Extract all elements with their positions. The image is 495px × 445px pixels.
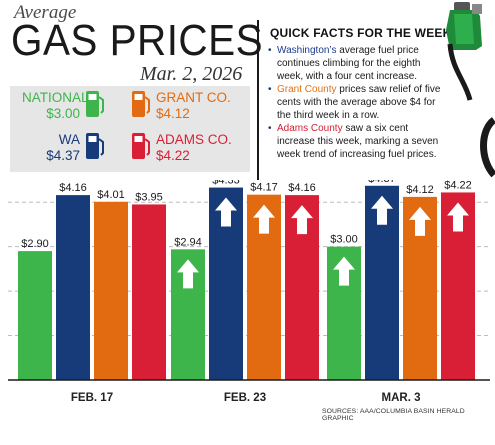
fact-item-grant: • Grant County prices saw relief of five…: [268, 83, 448, 122]
bar-grant: [94, 201, 128, 380]
gas-pump-icon: [132, 133, 150, 159]
gas-pump-icon: [86, 133, 104, 159]
bar-wa: [56, 195, 90, 380]
up-arrow-icon: [447, 202, 469, 232]
bar-value-label: $4.12: [406, 184, 434, 196]
legend-grant-price: $4.12: [156, 106, 190, 121]
fact-text-adams: saw a six cent increase this week, marki…: [277, 123, 439, 160]
up-arrow-icon: [409, 206, 431, 236]
legend-adams-price: $4.22: [156, 148, 190, 163]
x-tick-label: FEB. 17: [71, 392, 113, 404]
bar-value-label: $4.37: [368, 180, 396, 185]
bar-value-label: $4.01: [97, 189, 125, 201]
bar-value-label: $3.95: [135, 191, 163, 203]
bar-value-label: $4.16: [59, 182, 87, 194]
gas-pump-icon: [86, 91, 104, 117]
bar-value-label: $4.22: [444, 180, 472, 191]
source-credit: SOURCES: AAA/COLUMBIA BASIN HERALD GRAPH…: [322, 408, 465, 422]
bar-value-label: $4.16: [288, 182, 316, 194]
legend-adams-name: ADAMS CO.: [156, 132, 232, 147]
fact-key-adams: Adams County: [277, 123, 343, 134]
page-title: GAS PRICES: [11, 16, 264, 65]
bullet-icon: •: [268, 123, 272, 134]
bar-value-label: $2.94: [174, 236, 202, 248]
up-arrow-icon: [253, 204, 275, 234]
up-arrow-icon: [291, 205, 313, 235]
legend-adams: ADAMS CO. $4.22: [156, 132, 232, 164]
up-arrow-icon: [333, 256, 355, 286]
up-arrow-icon: [177, 259, 199, 289]
fact-item-wa: • Washington’s average fuel price contin…: [268, 44, 448, 83]
legend-national-price: $3.00: [46, 106, 80, 121]
legend-box: NATIONAL $3.00 GRANT CO. $4.12 WA $4.37 …: [10, 86, 250, 172]
up-arrow-icon: [215, 197, 237, 227]
gas-pump-icon: [132, 91, 150, 117]
bullet-icon: •: [268, 45, 272, 56]
bar-national: [18, 251, 52, 380]
x-tick-label: MAR. 3: [382, 392, 421, 404]
legend-grant-name: GRANT CO.: [156, 90, 231, 105]
bar-chart: $2.90 $4.16 $4.01 $3.95 FEB. 17 $2.94 $4.33 $4.…: [8, 180, 490, 404]
bar-adams: [132, 204, 166, 380]
bar-value-label: $4.17: [250, 182, 278, 194]
legend-wa-price: $4.37: [46, 148, 80, 163]
fuel-nozzle-icon: [446, 2, 495, 178]
x-tick-label: FEB. 23: [224, 392, 266, 404]
fact-key-grant: Grant County: [277, 84, 337, 95]
legend-grant: GRANT CO. $4.12: [156, 90, 231, 122]
bar-value-label: $2.90: [21, 238, 49, 250]
fact-key-wa: Washington’s: [277, 45, 337, 56]
legend-wa-name: WA: [58, 132, 80, 147]
bar-value-label: $3.00: [330, 234, 358, 246]
fact-text-wa: average fuel price continues climbing fo…: [277, 45, 421, 82]
legend-national: NATIONAL $3.00: [22, 90, 89, 122]
fact-text-grant: prices saw relief of five cents with the…: [277, 84, 441, 121]
title-kicker: Average: [14, 2, 77, 23]
legend-national-name: NATIONAL: [22, 90, 89, 105]
up-arrow-icon: [371, 195, 393, 225]
legend-wa: WA $4.37: [22, 132, 80, 164]
fact-item-adams: • Adams County saw a six cent increase t…: [268, 122, 448, 161]
bullet-icon: •: [268, 84, 272, 95]
facts-title: QUICK FACTS FOR THE WEEK:: [270, 26, 456, 40]
header-divider: [257, 20, 259, 180]
title-date: Mar. 2, 2026: [140, 63, 243, 85]
bar-value-label: $4.33: [212, 180, 240, 187]
